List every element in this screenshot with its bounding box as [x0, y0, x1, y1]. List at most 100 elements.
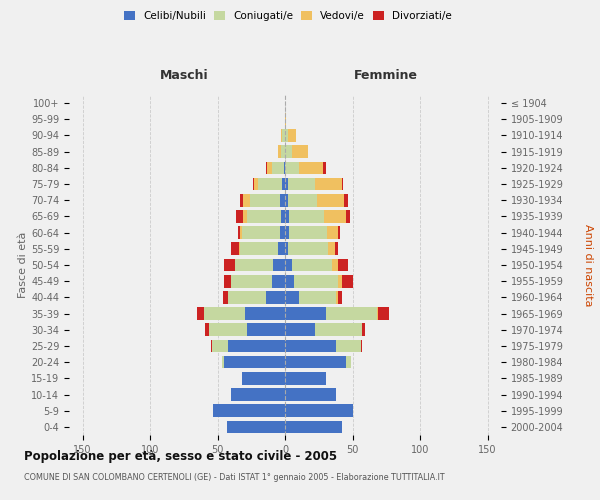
- Text: Femmine: Femmine: [354, 69, 418, 82]
- Bar: [285, 372, 325, 384]
- Bar: [285, 324, 365, 336]
- Bar: [285, 226, 338, 239]
- Bar: [285, 178, 288, 190]
- Bar: [283, 129, 285, 142]
- Bar: [285, 226, 340, 239]
- Bar: [285, 275, 353, 287]
- Bar: [242, 372, 285, 384]
- Bar: [235, 258, 285, 272]
- Bar: [241, 194, 285, 206]
- Bar: [285, 372, 325, 384]
- Bar: [285, 324, 362, 336]
- Bar: [285, 340, 361, 352]
- Bar: [285, 308, 389, 320]
- Bar: [278, 146, 285, 158]
- Bar: [285, 162, 323, 174]
- Bar: [242, 372, 285, 384]
- Bar: [231, 388, 285, 401]
- Bar: [285, 404, 353, 417]
- Bar: [285, 291, 342, 304]
- Bar: [231, 242, 285, 255]
- Bar: [285, 356, 351, 368]
- Bar: [285, 162, 325, 174]
- Bar: [285, 340, 361, 352]
- Bar: [285, 340, 337, 352]
- Bar: [285, 308, 325, 320]
- Bar: [236, 210, 285, 222]
- Bar: [241, 242, 285, 255]
- Bar: [214, 404, 285, 417]
- Bar: [285, 258, 332, 272]
- Bar: [285, 242, 338, 255]
- Bar: [285, 146, 308, 158]
- Bar: [285, 226, 327, 239]
- Bar: [285, 291, 337, 304]
- Y-axis label: Anni di nascita: Anni di nascita: [583, 224, 593, 306]
- Bar: [228, 291, 285, 304]
- Bar: [285, 162, 299, 174]
- Bar: [280, 194, 285, 206]
- Bar: [285, 308, 378, 320]
- Bar: [268, 162, 285, 174]
- Bar: [241, 226, 285, 239]
- Bar: [285, 210, 350, 222]
- Bar: [231, 388, 285, 401]
- Bar: [223, 291, 285, 304]
- Bar: [235, 258, 285, 272]
- Text: COMUNE DI SAN COLOMBANO CERTENOLI (GE) - Dati ISTAT 1° gennaio 2005 - Elaborazio: COMUNE DI SAN COLOMBANO CERTENOLI (GE) -…: [24, 472, 445, 482]
- Bar: [204, 308, 285, 320]
- Bar: [285, 388, 337, 401]
- Bar: [224, 258, 285, 272]
- Bar: [214, 404, 285, 417]
- Bar: [285, 210, 289, 222]
- Bar: [211, 340, 285, 352]
- Bar: [285, 113, 286, 126]
- Bar: [285, 129, 296, 142]
- Bar: [231, 275, 285, 287]
- Bar: [271, 162, 285, 174]
- Bar: [204, 308, 285, 320]
- Bar: [285, 340, 362, 352]
- Bar: [285, 420, 342, 433]
- Bar: [285, 194, 349, 206]
- Bar: [285, 356, 351, 368]
- Bar: [254, 178, 285, 190]
- Bar: [285, 291, 338, 304]
- Bar: [285, 388, 337, 401]
- Bar: [271, 275, 285, 287]
- Bar: [209, 324, 285, 336]
- Bar: [285, 258, 349, 272]
- Bar: [285, 324, 362, 336]
- Y-axis label: Fasce di età: Fasce di età: [18, 232, 28, 298]
- Bar: [285, 129, 288, 142]
- Bar: [231, 388, 285, 401]
- Bar: [285, 146, 292, 158]
- Bar: [221, 356, 285, 368]
- Bar: [227, 420, 285, 433]
- Bar: [285, 275, 295, 287]
- Bar: [285, 420, 342, 433]
- Bar: [285, 242, 328, 255]
- Bar: [242, 226, 285, 239]
- Bar: [285, 242, 335, 255]
- Bar: [285, 388, 337, 401]
- Bar: [238, 226, 285, 239]
- Bar: [285, 291, 299, 304]
- Bar: [285, 242, 288, 255]
- Bar: [285, 258, 338, 272]
- Bar: [227, 420, 285, 433]
- Bar: [227, 420, 285, 433]
- Bar: [285, 308, 377, 320]
- Bar: [221, 356, 285, 368]
- Bar: [285, 258, 292, 272]
- Bar: [243, 210, 285, 222]
- Bar: [258, 178, 285, 190]
- Bar: [214, 404, 285, 417]
- Bar: [285, 194, 288, 206]
- Bar: [285, 372, 325, 384]
- Bar: [281, 129, 285, 142]
- Bar: [285, 356, 346, 368]
- Bar: [266, 162, 285, 174]
- Bar: [285, 404, 353, 417]
- Bar: [227, 420, 285, 433]
